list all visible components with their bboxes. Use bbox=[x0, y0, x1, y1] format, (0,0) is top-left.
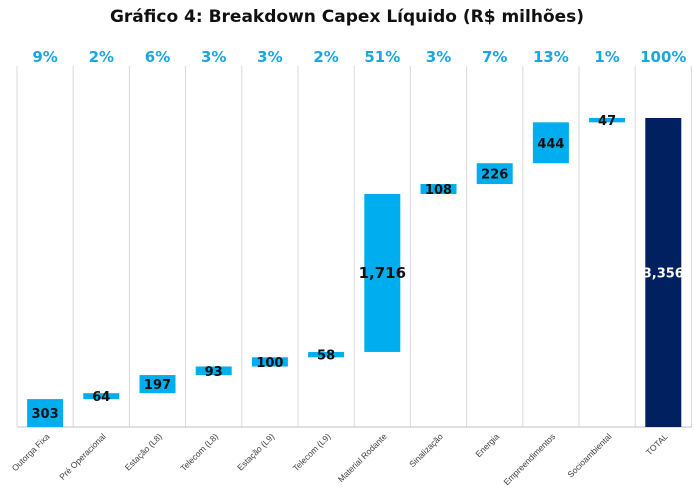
value-label: 58 bbox=[317, 349, 335, 364]
value-label: 444 bbox=[537, 137, 564, 152]
total-bar bbox=[645, 118, 682, 427]
category-label: Telecom (L8) bbox=[178, 431, 220, 473]
waterfall-bar bbox=[83, 393, 120, 400]
waterfall-bar bbox=[308, 351, 345, 358]
category-label: Material Rodante bbox=[336, 431, 389, 484]
percent-label: 2% bbox=[89, 48, 114, 66]
percent-label: 6% bbox=[145, 48, 170, 66]
value-label: 303 bbox=[32, 407, 59, 422]
percent-label: 3% bbox=[201, 48, 226, 66]
value-label: 197 bbox=[144, 378, 171, 393]
percent-label: 9% bbox=[32, 48, 57, 66]
percent-label: 100% bbox=[640, 48, 686, 66]
category-label: Energia bbox=[473, 431, 501, 459]
category-label: Telecom (L9) bbox=[291, 431, 333, 473]
category-label: TOTAL bbox=[644, 431, 670, 457]
value-label: 108 bbox=[425, 183, 452, 198]
waterfall-bar bbox=[251, 357, 288, 367]
waterfall-bar bbox=[589, 118, 626, 123]
value-label: 3,356 bbox=[643, 267, 684, 282]
category-label: Empreendimentos bbox=[501, 431, 557, 487]
percent-label: 1% bbox=[594, 48, 619, 66]
category-label: Estação (L9) bbox=[235, 431, 276, 472]
waterfall-bar bbox=[27, 399, 64, 427]
waterfall-bar bbox=[420, 184, 457, 194]
value-label: 47 bbox=[598, 114, 616, 129]
waterfall-bar bbox=[476, 163, 513, 185]
value-label: 93 bbox=[205, 365, 223, 380]
category-label: Sinalização bbox=[407, 431, 445, 469]
category-label: Socioambiental bbox=[565, 431, 613, 479]
percent-label: 2% bbox=[313, 48, 338, 66]
category-label: Outorga Fixa bbox=[10, 431, 52, 473]
percent-label: 3% bbox=[257, 48, 282, 66]
value-label: 64 bbox=[92, 390, 110, 405]
percent-label: 7% bbox=[482, 48, 507, 66]
percent-label: 13% bbox=[533, 48, 569, 66]
percent-label: 51% bbox=[364, 48, 400, 66]
value-label: 1,716 bbox=[359, 264, 406, 282]
value-label: 226 bbox=[481, 168, 508, 183]
value-label: 100 bbox=[256, 356, 283, 371]
waterfall-bar bbox=[364, 193, 401, 352]
category-label: Estação (L8) bbox=[123, 431, 164, 472]
waterfall-bar bbox=[532, 122, 569, 164]
chart-title: Gráfico 4: Breakdown Capex Líquido (R$ m… bbox=[109, 7, 585, 27]
waterfall-bar bbox=[139, 375, 176, 394]
category-label: Pré Operacional bbox=[57, 431, 108, 482]
waterfall-bar bbox=[195, 366, 232, 376]
percent-label: 3% bbox=[426, 48, 451, 66]
